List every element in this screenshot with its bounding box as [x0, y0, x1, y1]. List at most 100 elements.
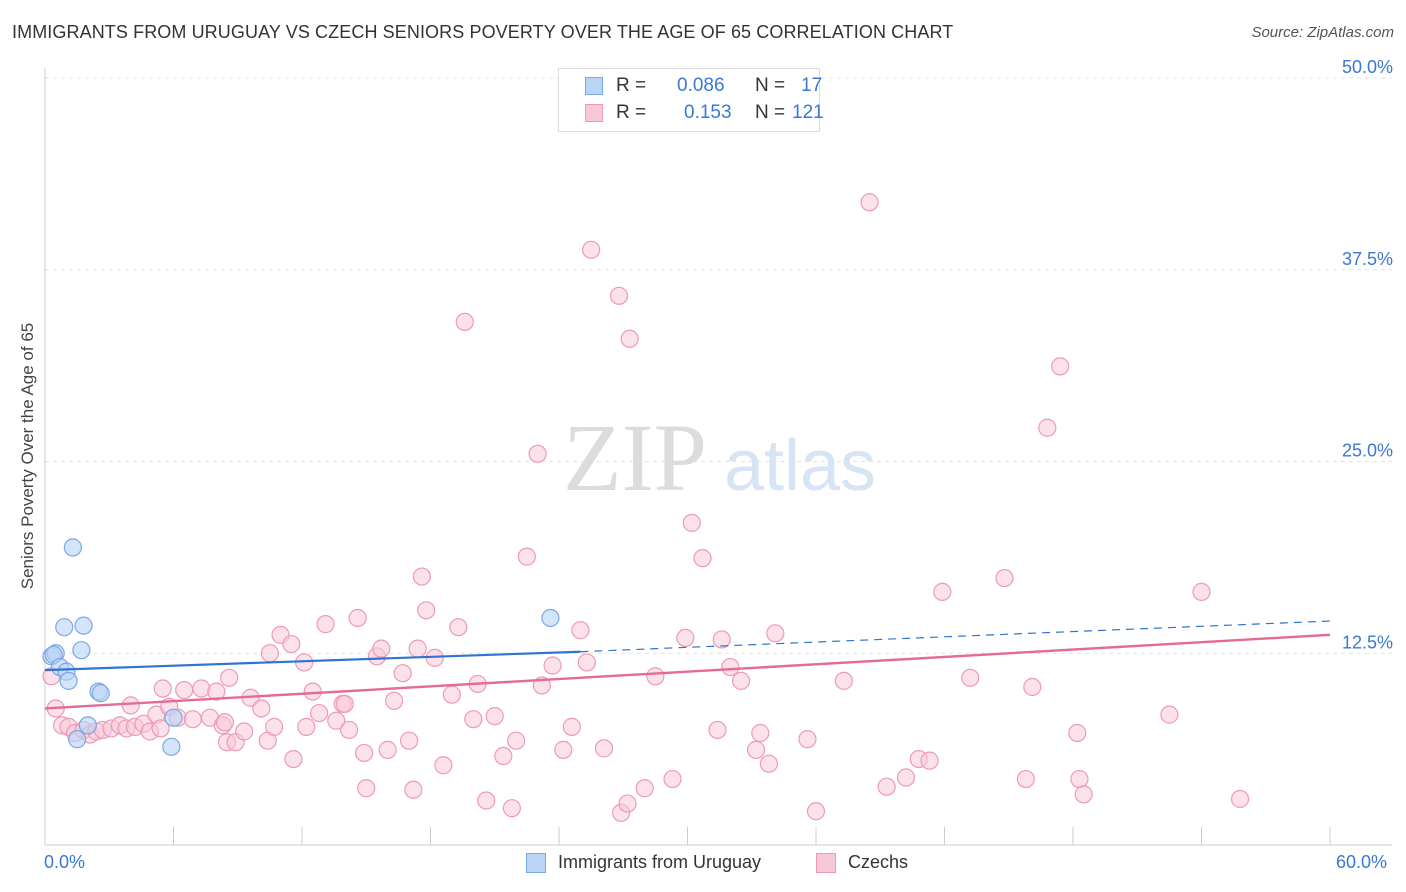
czechs-point [712, 630, 731, 649]
czechs-point [494, 746, 513, 766]
legend-r-label: R = [616, 75, 647, 96]
czechs-point [806, 802, 826, 821]
czechs-point [693, 549, 712, 568]
czechs-point [571, 621, 590, 640]
czechs-point [676, 628, 695, 648]
legend-item-uruguay: Immigrants from Uruguay [526, 852, 761, 873]
czechs-point [618, 794, 637, 813]
czechs-point [663, 769, 682, 789]
czechs-point [933, 582, 952, 601]
czechs-point [1023, 677, 1042, 697]
czechs-point [417, 601, 436, 620]
czechs-point [877, 777, 896, 796]
czechs-point [449, 618, 468, 637]
uruguay-point [162, 737, 181, 756]
uruguay-point [74, 616, 93, 635]
czechs-point [517, 547, 536, 566]
czechs-point [215, 713, 234, 732]
legend-n-label: N = [755, 75, 786, 96]
uruguay-point [78, 716, 97, 735]
uruguay-point [91, 684, 110, 703]
watermark-atlas: atlas [724, 426, 876, 506]
x-tick-label-max: 60.0% [1336, 852, 1388, 872]
y-tick-label: 12.5% [1342, 632, 1393, 652]
czechs-point [455, 312, 474, 332]
czechs-point [920, 751, 939, 770]
source-label: Source: ZipAtlas.com [1251, 24, 1394, 41]
legend-n-value-czechs: 121 [792, 102, 824, 123]
legend-label-uruguay: Immigrants from Uruguay [558, 852, 762, 872]
czechs-point [404, 780, 423, 799]
czechs-point [620, 329, 639, 348]
czechs-point [1230, 789, 1250, 809]
czechs-point [708, 720, 727, 740]
czechs-point [1068, 723, 1087, 743]
uruguay-point [72, 641, 91, 660]
czechs-point [646, 667, 665, 686]
uruguay-trend-line [44, 650, 581, 672]
czechs-point [746, 740, 766, 759]
czechs-point [393, 664, 412, 683]
czechs-point [316, 615, 335, 634]
legend-r-label: R = [616, 102, 647, 123]
uruguay-point [59, 671, 78, 690]
czechs-point [408, 639, 427, 658]
czechs-point [260, 644, 279, 663]
legend-label-czechs: Czechs [848, 852, 909, 872]
czechs-point [477, 791, 496, 810]
uruguay-point [164, 708, 183, 727]
czechs-point [384, 691, 404, 710]
czechs-point [348, 608, 367, 628]
czechs-point [721, 657, 740, 677]
czechs-point [554, 740, 573, 759]
czechs-point [327, 711, 346, 730]
czechs-point [995, 568, 1014, 588]
czechs-point [265, 717, 284, 736]
czechs-point [860, 193, 879, 212]
czechs-point [235, 722, 254, 741]
czechs-point [798, 730, 817, 749]
legend-swatch-czechs-bottom [816, 852, 836, 873]
czechs-point [355, 743, 374, 763]
czechs-point [442, 685, 462, 704]
czechs-point [372, 639, 391, 658]
uruguay-point [55, 618, 74, 637]
czechs-point [751, 723, 770, 743]
czechs-point [151, 719, 170, 738]
czechs-point [562, 717, 581, 736]
y-tick-label: 50.0% [1342, 57, 1393, 77]
czechs-point [528, 444, 547, 463]
czechs-point [412, 567, 432, 586]
legend-r-value-czechs: 0.153 [684, 102, 732, 123]
czechs-point [207, 682, 226, 701]
watermark: ZIP atlas [563, 404, 876, 511]
uruguay-point [68, 730, 87, 749]
trend-layer [44, 620, 1331, 710]
uruguay-point [541, 608, 560, 628]
legend-n-label: N = [755, 102, 786, 123]
czechs-point [609, 286, 629, 305]
czechs-point [1160, 705, 1179, 724]
czechs-point [357, 779, 376, 798]
czechs-point [682, 513, 701, 532]
correlation-legend: R = 0.086 N = 17 R = 0.153 N = 121 [558, 68, 824, 132]
czechs-point [252, 699, 271, 718]
czechs-point [577, 653, 596, 672]
legend-n-value-uruguay: 17 [801, 75, 823, 96]
chart-title: IMMIGRANTS FROM URUGUAY VS CZECH SENIORS… [12, 22, 954, 42]
czechs-point [896, 768, 916, 787]
czechs-point [378, 740, 397, 759]
axis-layer [44, 68, 1392, 846]
legend-swatch-uruguay [585, 77, 603, 95]
legend-r-value-uruguay: 0.086 [677, 75, 725, 96]
czechs-point [502, 799, 521, 818]
y-tick-label: 37.5% [1342, 249, 1393, 269]
y-tick-label: 25.0% [1342, 441, 1393, 461]
czechs-point [1038, 418, 1057, 437]
czechs-point [1070, 769, 1089, 789]
czechs-point [1016, 769, 1035, 789]
czechs-point [220, 668, 239, 687]
legend-swatch-czechs [585, 104, 603, 122]
czechs-point [192, 679, 211, 698]
czechs-point [834, 671, 853, 690]
